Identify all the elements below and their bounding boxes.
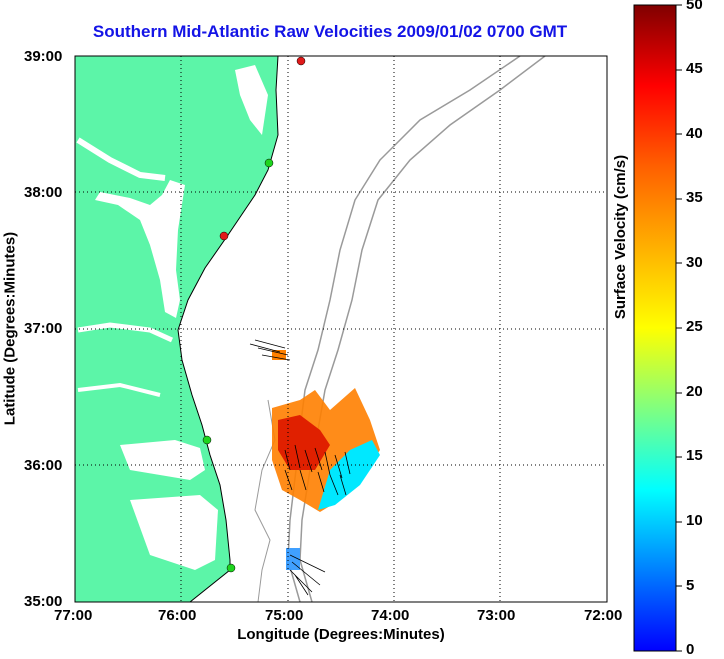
delaware-bay [235, 65, 268, 135]
x-tick-label: 76:00 [158, 607, 197, 624]
colorbar-label: Surface Velocity (cm/s) [612, 154, 629, 320]
grid [75, 56, 607, 602]
colorbar-tick-label: 50 [686, 0, 703, 13]
colorbar-ticks [676, 4, 682, 652]
velocity-field-patch-south [286, 548, 300, 570]
radar-site-marker [264, 158, 274, 168]
y-tick-label: 38:00 [24, 184, 63, 201]
velocity-field-core [278, 415, 330, 470]
plot-frame [74, 55, 608, 603]
pamlico-sound [130, 495, 218, 570]
chesapeake-bay [95, 180, 185, 318]
x-tick-label: 73:00 [477, 607, 516, 624]
velocity-field-patch-north [272, 350, 286, 360]
colorbar-tick-label: 35 [686, 189, 703, 206]
colorbar-tick-label: 10 [686, 512, 703, 529]
albemarle-sound [120, 440, 205, 480]
river-1 [76, 137, 166, 181]
river-3 [77, 382, 161, 397]
bathymetry-contour-deep [299, 56, 546, 602]
colorbar [633, 4, 677, 652]
y-tick-label: 37:00 [24, 320, 63, 337]
colorbar-tick-label: 5 [686, 577, 695, 594]
y-tick-label: 35:00 [24, 593, 63, 610]
river-2 [77, 322, 174, 343]
radar-site-marker [296, 56, 306, 66]
colorbar-tick-label: 45 [686, 60, 703, 77]
y-tick-label: 39:00 [24, 48, 63, 65]
colorbar-tick-label: 25 [686, 318, 703, 335]
colorbar-tick-label: 30 [686, 254, 703, 271]
colorbar-tick-label: 0 [686, 641, 695, 658]
bathymetry-contour-shallow [287, 56, 521, 602]
colorbar-tick-label: 15 [686, 447, 703, 464]
radar-site-marker [219, 231, 229, 241]
radar-site-marker [226, 563, 236, 573]
y-axis-label: Latitude (Degrees:Minutes) [1, 231, 19, 426]
x-tick-label: 74:00 [371, 607, 410, 624]
x-tick-label: 77:00 [54, 607, 93, 624]
colorbar-tick-label: 20 [686, 383, 703, 400]
radar-site-marker [202, 435, 212, 445]
x-axis-label: Longitude (Degrees:Minutes) [237, 626, 445, 643]
colorbar-tick-label: 40 [686, 125, 703, 142]
x-tick-label: 75:00 [265, 607, 304, 624]
y-tick-label: 36:00 [24, 457, 63, 474]
chart-title: Southern Mid-Atlantic Raw Velocities 200… [92, 22, 568, 41]
velocity-field-edge [318, 440, 380, 510]
x-tick-label: 72:00 [584, 607, 623, 624]
